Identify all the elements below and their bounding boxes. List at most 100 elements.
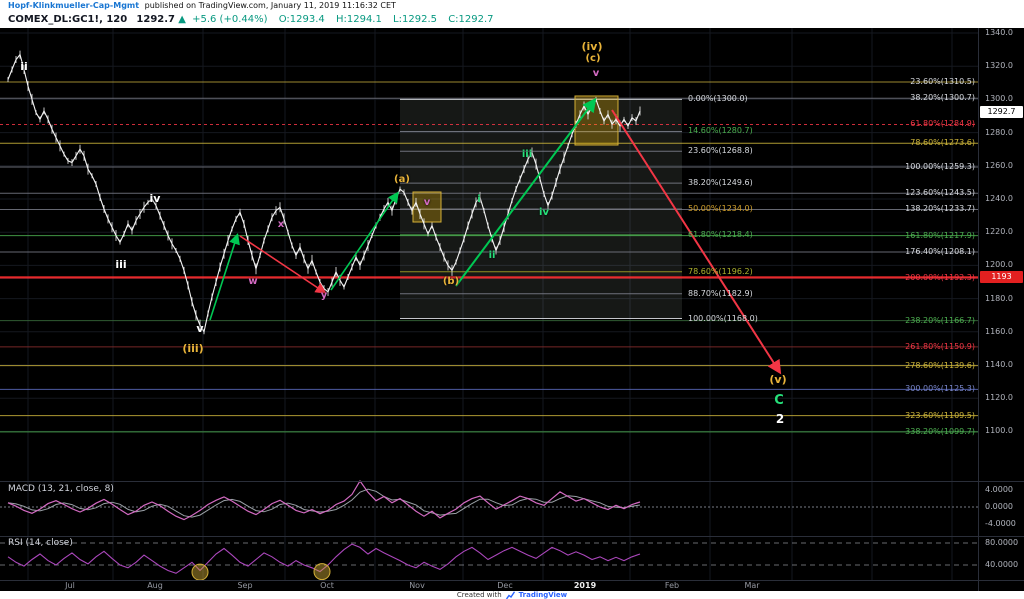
rsi-axis-tick[interactable]: 80.0000	[985, 538, 1019, 547]
tradingview-logo-icon	[505, 590, 515, 599]
alert-price-tag: 1193	[980, 271, 1023, 284]
macd-axis-tick[interactable]: -4.0000	[985, 518, 1016, 528]
time-axis-label[interactable]: Jul	[65, 581, 75, 590]
price-axis-tick[interactable]: 1240.0	[985, 194, 1013, 203]
fib-retracement-label: 50.00%(1234.0)	[688, 203, 753, 213]
price-axis-tick[interactable]: 1260.0	[985, 160, 1013, 170]
created-with-text: Created with	[456, 591, 502, 599]
macd-axis-tick[interactable]: 4.0000	[985, 485, 1013, 495]
price-axis-tick[interactable]: 1280.0	[985, 127, 1013, 137]
last-price-tag: 1292.7	[980, 105, 1023, 118]
time-axis-label[interactable]: Aug	[147, 581, 163, 590]
wave-label: ii	[488, 250, 496, 261]
price-axis-tick[interactable]: 1160.0	[985, 326, 1013, 336]
wave-label: ii	[20, 60, 28, 73]
fib-extension-label: 238.20%(1166.7)	[905, 315, 975, 325]
fib-extension-label: 338.20%(1099.7)	[905, 426, 975, 436]
wave-label: v	[423, 197, 431, 208]
fib-extension-label: 323.60%(1109.5)	[905, 410, 975, 420]
wave-label: (a)	[394, 174, 410, 185]
fib-retracement-label: 0.00%(1300.0)	[688, 94, 748, 104]
price-axis[interactable]: 1340.0 1320.0 1300.0 1280.0 1260.0 1240.0 1220…	[978, 28, 1024, 593]
fib-extension-label: 23.60%(1310.5)	[910, 76, 975, 86]
price-axis-tick[interactable]: 1320.0	[985, 61, 1013, 71]
wave-label: 2	[775, 412, 785, 426]
fib-retracement-label: 38.20%(1249.6)	[688, 178, 753, 188]
fib-extension-label: 138.20%(1233.7)	[905, 204, 975, 214]
time-axis-label[interactable]: Oct	[320, 581, 334, 590]
time-axis-label[interactable]: Mar	[744, 581, 760, 590]
wave-label: x	[277, 219, 285, 230]
low-value: L:1292.5	[393, 14, 437, 25]
time-axis-label[interactable]: Sep	[237, 581, 253, 590]
fib-retracement-label: 78.60%(1196.2)	[688, 266, 753, 276]
fib-retracement-label: 14.60%(1280.7)	[688, 126, 753, 136]
fib-retracement-label: 88.70%(1182.9)	[688, 288, 753, 298]
publish-info-bar: Hopf-Klinkmueller-Cap-Mgmt published on …	[0, 0, 1024, 12]
fib-extension-label: 123.60%(1243.5)	[905, 188, 975, 198]
fib-retracement-label: 23.60%(1268.8)	[688, 146, 753, 156]
fib-extension-label: 278.60%(1139.6)	[905, 360, 975, 370]
price-axis-tick[interactable]: 1220.0	[985, 227, 1013, 237]
wave-label: (c)	[585, 53, 601, 64]
price-axis-tick[interactable]: 1340.0	[985, 28, 1013, 37]
wave-label: (v)	[769, 373, 787, 386]
wave-label: (iv)	[581, 40, 603, 53]
wave-label: y	[320, 290, 328, 301]
wave-label: v	[592, 68, 600, 79]
fib-retracement-label: 100.00%(1168.0)	[688, 313, 758, 323]
tradingview-brand-link[interactable]: TradingView	[518, 591, 568, 599]
fib-extension-label: 78.60%(1273.6)	[910, 138, 975, 148]
price-axis-tick[interactable]: 1100.0	[985, 426, 1013, 436]
close-value: C:1292.7	[448, 14, 494, 25]
macd-panel-separator	[0, 481, 1024, 482]
rsi-axis-tick[interactable]: 40.0000	[985, 560, 1019, 569]
fib-extension-label: 38.20%(1300.7)	[910, 93, 975, 103]
rsi-title: RSI (14, close)	[8, 538, 73, 548]
time-axis-label[interactable]: Feb	[664, 581, 680, 590]
wave-label: (b)	[442, 276, 460, 287]
macd-axis-tick[interactable]: 0.0000	[985, 502, 1013, 511]
high-value: H:1294.1	[335, 14, 382, 25]
time-axis-label[interactable]: 2019	[573, 581, 597, 590]
time-axis[interactable]: Jul Aug Sep Oct Nov Dec 2019 Feb Mar	[0, 580, 978, 591]
wave-label: iv	[539, 207, 549, 218]
footer-bar: Created with TradingView	[0, 590, 1024, 599]
macd-title: MACD (13, 21, close, 8)	[8, 484, 114, 494]
symbol-info-bar: COMEX_DL:GC1!, 120 1292.7 ▲ +5.6 (+0.44%…	[0, 12, 1024, 28]
symbol-name: COMEX_DL:GC1!, 120	[8, 14, 128, 25]
wave-label: v	[196, 322, 204, 335]
up-arrow-icon: ▲	[178, 14, 186, 25]
time-axis-separator	[0, 580, 1024, 581]
fib-extension-label: 300.00%(1125.3)	[905, 384, 975, 394]
price-axis-tick[interactable]: 1140.0	[985, 360, 1013, 369]
open-value: O:1293.4	[278, 14, 325, 25]
rsi-panel-separator	[0, 536, 1024, 537]
price-axis-tick[interactable]: 1200.0	[985, 260, 1013, 270]
wave-label: C	[774, 393, 784, 408]
fib-extension-label: 200.00%(1192.3)	[905, 273, 975, 283]
last-price: 1292.7	[136, 14, 176, 25]
fib-extension-label: 176.40%(1208.1)	[905, 246, 975, 256]
wave-label: iii	[521, 149, 533, 160]
fib-extension-label: 100.00%(1259.3)	[905, 161, 975, 171]
time-axis-label[interactable]: Nov	[409, 581, 425, 590]
publisher-link[interactable]: Hopf-Klinkmueller-Cap-Mgmt	[8, 1, 140, 10]
price-axis-tick[interactable]: 1300.0	[985, 94, 1013, 104]
wave-label: iii	[115, 258, 127, 271]
wave-label: (iii)	[182, 342, 204, 355]
price-chart	[0, 28, 978, 581]
price-axis-tick[interactable]: 1120.0	[985, 393, 1013, 403]
fib-extension-label: 61.80%(1284.9)	[910, 119, 975, 129]
fib-extension-label: 261.80%(1150.9)	[905, 341, 975, 351]
time-axis-label[interactable]: Dec	[497, 581, 513, 590]
wave-label: iv	[149, 192, 161, 205]
fib-retracement-label: 61.80%(1218.4)	[688, 229, 753, 239]
price-change: +5.6 (+0.44%)	[192, 14, 268, 25]
publish-info-text: published on TradingView.com, January 11…	[144, 1, 396, 10]
price-axis-tick[interactable]: 1180.0	[985, 293, 1013, 303]
wave-label: w	[248, 276, 258, 287]
wave-label: i	[477, 194, 481, 205]
